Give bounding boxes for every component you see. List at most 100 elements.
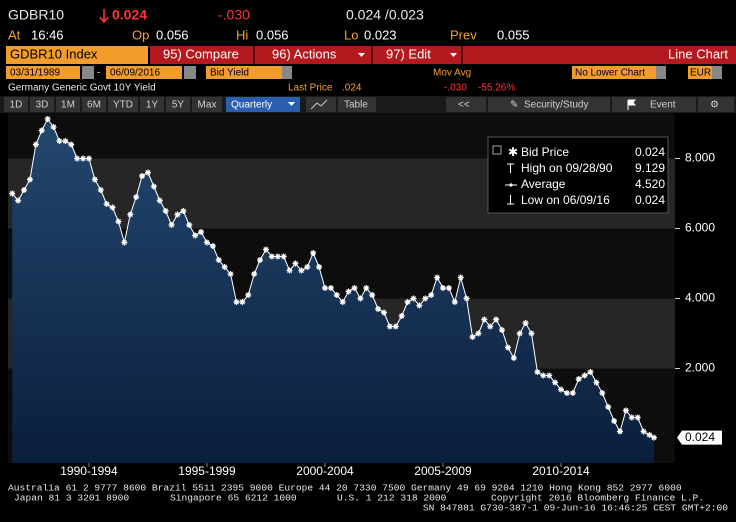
- point: [150, 183, 157, 190]
- dropdown-icon: [358, 53, 365, 57]
- last-value-pointer: [677, 430, 722, 445]
- range-label[interactable]: 1M: [61, 100, 75, 111]
- point: [422, 295, 429, 302]
- point: [186, 222, 193, 228]
- calendar-icon[interactable]: [184, 66, 196, 79]
- study[interactable]: Mov Avg: [433, 68, 471, 79]
- legend-value: 0.024: [635, 145, 665, 159]
- date-field[interactable]: [106, 66, 182, 79]
- legend-label: Average: [521, 177, 566, 191]
- range-button[interactable]: [4, 97, 28, 112]
- frequency-select[interactable]: [226, 97, 300, 112]
- compare-button[interactable]: 95) Compare: [163, 46, 239, 61]
- field-select[interactable]: [206, 66, 282, 79]
- point: [50, 124, 57, 130]
- frequency[interactable]: Quarterly: [231, 100, 272, 111]
- range-button[interactable]: [56, 97, 80, 112]
- point: [209, 243, 216, 249]
- change: -.030: [444, 83, 467, 94]
- chart-icon: [310, 99, 328, 110]
- legend-label: Low on 06/09/16: [521, 193, 610, 207]
- range-label[interactable]: 6M: [87, 100, 101, 111]
- lower-chart-select[interactable]: [572, 66, 656, 79]
- line-chart-button[interactable]: [306, 97, 336, 112]
- range-button[interactable]: [108, 97, 138, 112]
- point: [327, 285, 334, 291]
- range-label[interactable]: 1D: [10, 100, 23, 111]
- x-tick-label: 1995-1999: [178, 464, 236, 478]
- point: [493, 316, 500, 323]
- bid-ask: 0.024 /0.023: [346, 7, 424, 23]
- point: [251, 271, 258, 277]
- point: [156, 197, 163, 204]
- point: [410, 295, 417, 302]
- calendar-icon[interactable]: [82, 66, 94, 79]
- security-study-button[interactable]: [488, 97, 610, 112]
- point: [109, 204, 116, 211]
- currency[interactable]: EUR: [690, 68, 711, 79]
- dropdown-icon[interactable]: [282, 66, 292, 79]
- end-date[interactable]: 06/09/2016: [110, 68, 160, 79]
- point: [522, 320, 529, 326]
- range-label[interactable]: 1Y: [146, 100, 159, 111]
- point: [85, 155, 92, 162]
- flag-icon: [627, 99, 637, 110]
- legend-label: High on 09/28/90: [521, 161, 613, 175]
- security[interactable]: GDBR10 Index: [10, 46, 98, 61]
- quote-value: 0.023: [364, 27, 397, 42]
- point: [257, 257, 264, 263]
- point: [215, 257, 222, 263]
- point: [416, 302, 423, 309]
- range-button[interactable]: [30, 97, 54, 112]
- point: [345, 288, 352, 295]
- event[interactable]: Event: [650, 100, 676, 111]
- point: [546, 372, 553, 379]
- point: [80, 155, 87, 162]
- range-button[interactable]: [192, 97, 222, 112]
- range-label[interactable]: YTD: [113, 100, 133, 111]
- point: [563, 390, 570, 396]
- quote-value: 16:46: [31, 27, 64, 42]
- edit-button[interactable]: 97) Edit: [386, 46, 431, 61]
- x-axis-band: [0, 463, 736, 480]
- point: [44, 115, 51, 122]
- point: [333, 292, 340, 298]
- table-button[interactable]: [338, 97, 376, 112]
- range-button[interactable]: [140, 97, 164, 112]
- actions-button[interactable]: 96) Actions: [272, 46, 337, 61]
- footer-text: U.S. 1 212 318 2000: [337, 493, 447, 504]
- point: [127, 211, 134, 218]
- net-change: 0.024: [112, 7, 147, 23]
- point: [516, 330, 523, 337]
- range-label[interactable]: 3D: [36, 100, 49, 111]
- security-study[interactable]: Security/Study: [524, 100, 588, 111]
- point: [569, 390, 576, 396]
- currency-select[interactable]: [688, 66, 712, 79]
- quote-value: 0.056: [256, 27, 289, 42]
- legend-toggle[interactable]: [492, 145, 502, 155]
- point: [357, 295, 364, 302]
- start-date[interactable]: 03/31/1989: [10, 68, 60, 79]
- settings-icon: ⚙: [710, 100, 719, 111]
- table[interactable]: Table: [344, 100, 368, 111]
- range-label[interactable]: Max: [198, 100, 217, 111]
- dropdown-icon[interactable]: [712, 66, 722, 79]
- x-tick-label: 1990-1994: [60, 464, 118, 478]
- point: [198, 229, 205, 235]
- quote-label: Lo: [344, 27, 358, 42]
- field[interactable]: Bid Yield: [210, 68, 249, 79]
- point: [286, 267, 293, 274]
- lower-chart[interactable]: No Lower Chart: [575, 68, 645, 79]
- date-field[interactable]: [6, 66, 80, 79]
- point: [404, 299, 411, 305]
- legend-value: 9.129: [635, 161, 665, 175]
- back-button[interactable]: [446, 97, 486, 112]
- point: [434, 274, 441, 281]
- point: [439, 285, 446, 291]
- security-box[interactable]: [6, 46, 148, 64]
- dropdown-icon[interactable]: [656, 66, 666, 79]
- range-label[interactable]: 5Y: [172, 100, 185, 111]
- range-button[interactable]: [166, 97, 190, 112]
- range-button[interactable]: [82, 97, 106, 112]
- settings-button[interactable]: [698, 97, 734, 112]
